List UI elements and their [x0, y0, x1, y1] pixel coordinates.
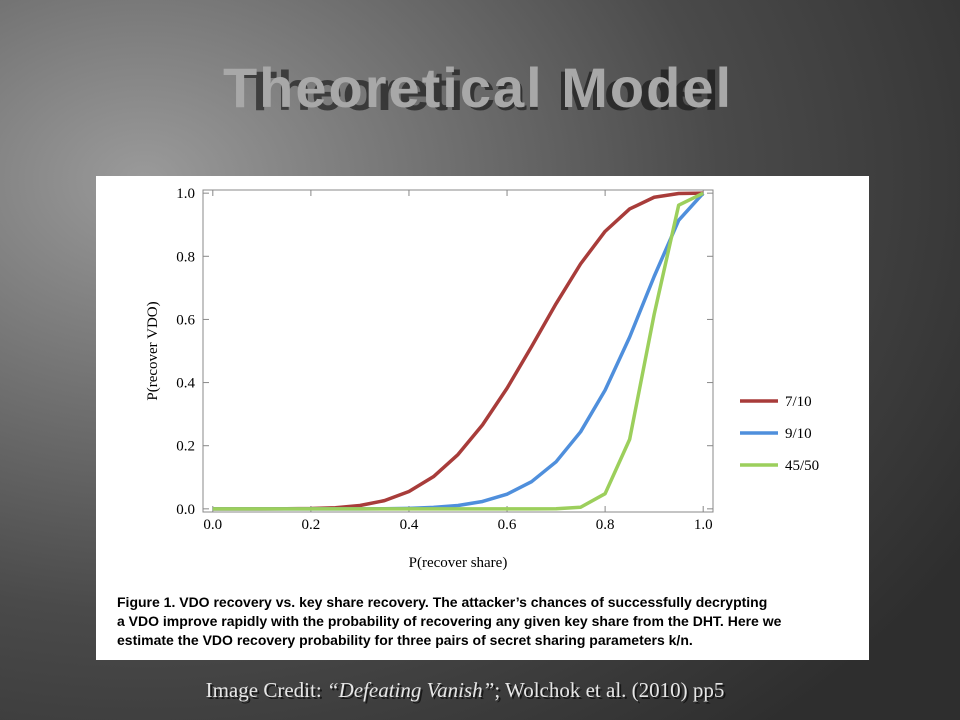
y-tick-label: 0.6	[176, 312, 195, 328]
y-axis-label: P(recover VDO)	[145, 301, 161, 400]
figure-caption: estimate the VDO recovery probability fo…	[117, 632, 693, 648]
y-tick-label: 0.0	[176, 502, 195, 518]
plot-frame	[202, 189, 714, 513]
title-shadow: Theoretical Model	[243, 59, 719, 122]
x-tick-label: 0.8	[596, 517, 615, 533]
y-tick-label: 1.0	[176, 186, 195, 202]
x-tick-label: 0.6	[498, 517, 517, 533]
credit-shadow: Image Credit: “Defeating Vanish”; Wolcho…	[208, 680, 727, 704]
x-tick-label: 0.0	[203, 517, 222, 533]
x-tick-label: 1.0	[694, 517, 713, 533]
credit-text: Image Credit:	[206, 678, 327, 702]
legend-label: 9/10	[785, 426, 812, 442]
x-axis-label: P(recover share)	[409, 555, 508, 571]
credit-title: “Defeating Vanish”	[327, 678, 494, 702]
figure-caption: a VDO improve rapidly with the probabili…	[117, 613, 782, 629]
figure-caption: Figure 1. VDO recovery vs. key share rec…	[117, 594, 767, 610]
series-line	[212, 191, 704, 511]
y-tick-label: 0.8	[176, 249, 195, 265]
y-tick-label: 0.2	[176, 439, 195, 455]
slide-title: Theoretical Model	[223, 56, 733, 119]
image-credit: Image Credit: “Defeating Vanish”; Wolcho…	[206, 678, 725, 702]
x-tick-label: 0.4	[400, 517, 419, 533]
plot: 0.0 0.2 0.4 0.6 0.8 1.0 0.0 0.2 0.4 0.6 0.8 1.0 P(re…	[117, 186, 819, 648]
legend-label: 7/10	[785, 394, 812, 410]
x-tick-label: 0.2	[302, 517, 321, 533]
legend-label: 45/50	[785, 458, 819, 474]
credit-text: ; Wolchok et al. (2010) pp5	[494, 678, 724, 702]
y-tick-label: 0.4	[176, 376, 195, 392]
figure-box	[96, 176, 869, 660]
